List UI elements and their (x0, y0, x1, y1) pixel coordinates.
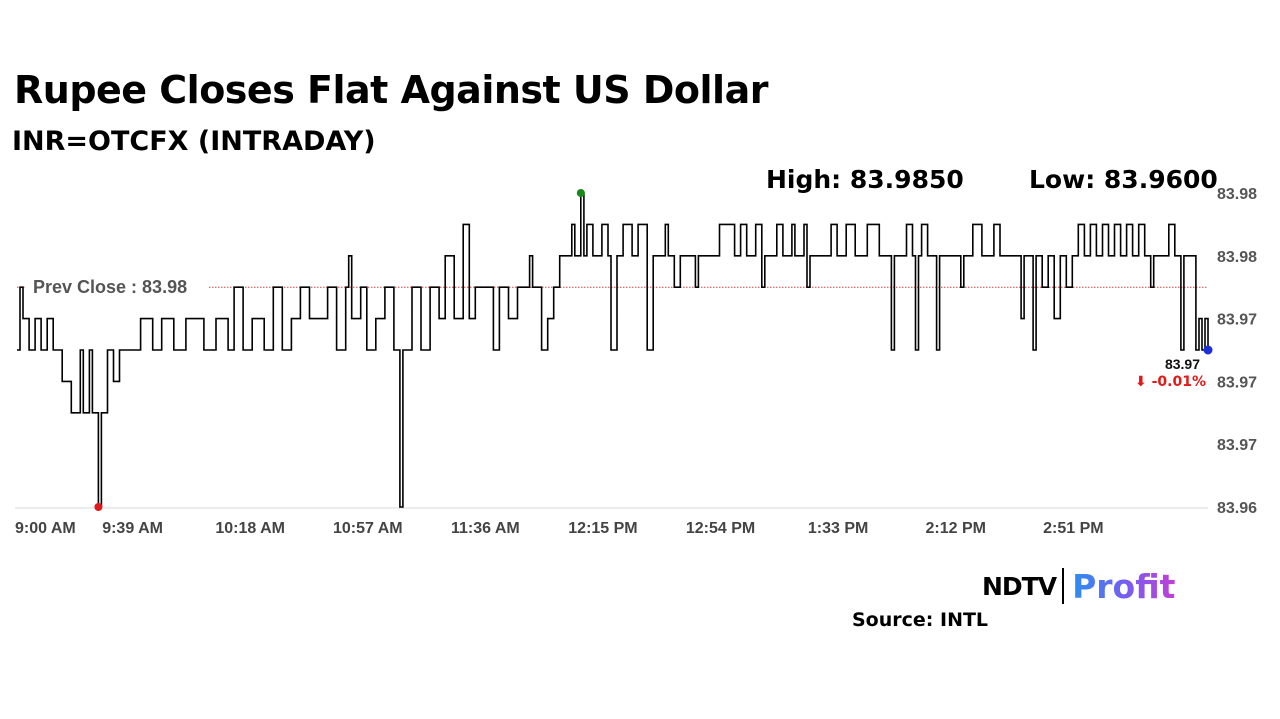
last-marker (1203, 345, 1213, 355)
y-tick-label: 83.96 (1217, 500, 1257, 517)
last-value-label: 83.97 (1165, 356, 1200, 372)
x-tick-label: 12:54 PM (686, 520, 755, 537)
chart-subtitle: INR=OTCFX (INTRADAY) (12, 126, 376, 157)
x-tick-label: 2:12 PM (926, 520, 986, 537)
x-tick-label: 9:00 AM (15, 520, 76, 537)
logo-ndtv-text: NDTV (982, 571, 1057, 601)
logo-profit-text: Profit (1072, 566, 1176, 606)
prev-close-label-bg (26, 274, 208, 297)
y-tick-label: 83.97 (1217, 374, 1257, 391)
x-tick-label: 10:18 AM (215, 520, 285, 537)
high-value: High: 83.9850 (766, 165, 964, 194)
y-tick-label: 83.97 (1217, 437, 1257, 454)
ndtv-profit-logo: NDTV Profit (982, 566, 1175, 606)
low-value: Low: 83.9600 (1029, 165, 1218, 194)
high-marker (576, 189, 585, 197)
last-change-label: ⬇ -0.01% (1135, 374, 1206, 390)
chart-title: Rupee Closes Flat Against US Dollar (14, 68, 768, 112)
x-tick-label: 12:15 PM (568, 520, 637, 537)
x-tick-label: 1:33 PM (808, 520, 868, 537)
series-line-inr (17, 192, 1209, 508)
x-tick-label: 9:39 AM (102, 520, 163, 537)
prev-close-label: Prev Close : 83.98 (33, 277, 187, 297)
y-tick-label: 83.98 (1217, 249, 1257, 266)
logo-separator (1062, 568, 1065, 604)
source-label: Source: INTL (852, 609, 989, 631)
x-tick-label: 10:57 AM (333, 520, 403, 537)
y-tick-label: 83.98 (1217, 186, 1257, 203)
y-tick-label: 83.97 (1217, 312, 1257, 329)
x-tick-label: 11:36 AM (451, 520, 520, 537)
low-marker (94, 503, 103, 511)
x-tick-label: 2:51 PM (1043, 520, 1103, 537)
